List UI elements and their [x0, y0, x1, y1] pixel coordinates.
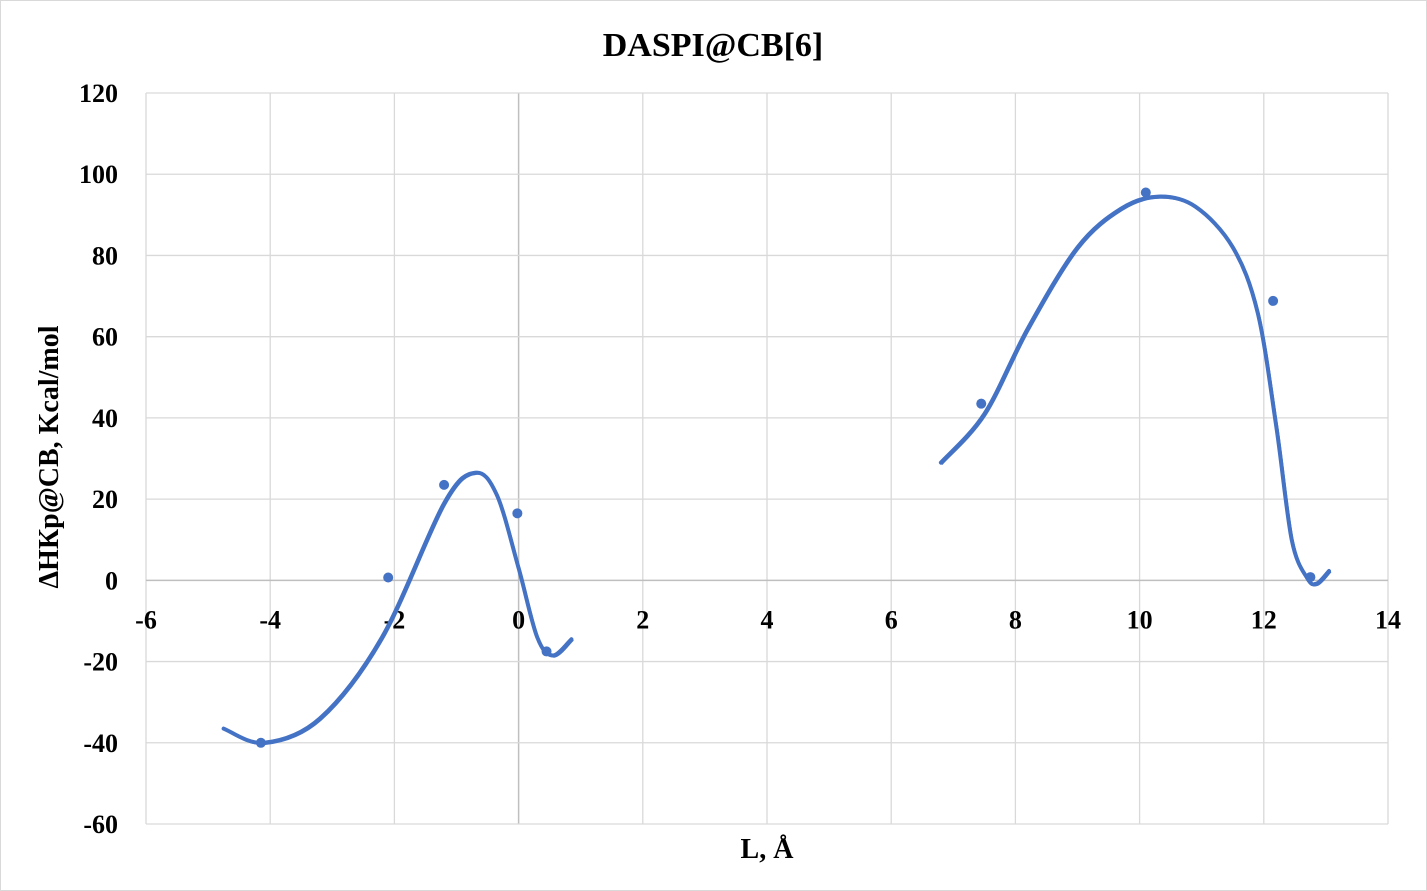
data-point	[976, 398, 987, 409]
data-point	[1268, 295, 1279, 306]
data-point	[255, 737, 266, 748]
data-point	[1305, 572, 1316, 583]
x-tick-label: -4	[259, 605, 281, 634]
y-tick-label: 60	[92, 323, 118, 352]
data-point	[383, 572, 394, 583]
x-tick-label: 12	[1251, 605, 1277, 634]
data-point	[512, 508, 523, 519]
gridlines	[145, 92, 1389, 825]
x-axis-label: L, Å	[741, 834, 795, 865]
x-tick-label: -6	[135, 605, 157, 634]
data-point	[1140, 187, 1151, 198]
data-points	[255, 187, 1316, 748]
trendline-2-shadow	[941, 196, 1332, 587]
y-axis-label: ΔHКр@CB, Kcal/mol	[34, 325, 65, 588]
y-tick-label: -40	[83, 729, 118, 758]
y-tick-label: -20	[83, 648, 118, 677]
x-tick-label: 10	[1127, 605, 1153, 634]
data-point	[439, 479, 450, 490]
y-tick-label: -60	[83, 810, 118, 839]
x-tick-label: 4	[761, 605, 774, 634]
y-tick-label: 100	[79, 160, 118, 189]
x-tick-label: 0	[512, 605, 525, 634]
y-tick-label: 80	[92, 241, 118, 270]
chart-title: DASPI@CB[6]	[603, 27, 824, 64]
tick-labels: -6 -4 -2 0 2 4 6 8 10 12 14-60-40-2002040608010012…	[79, 79, 1401, 839]
x-tick-label: 14	[1375, 605, 1401, 634]
x-tick-label: 8	[1009, 605, 1022, 634]
y-tick-label: 0	[105, 566, 118, 595]
x-tick-label: 6	[885, 605, 898, 634]
trendlines	[221, 194, 1332, 746]
y-tick-label: 120	[79, 79, 118, 108]
trendline-1-shadow	[223, 472, 574, 746]
x-tick-label: 2	[636, 605, 649, 634]
y-tick-label: 40	[92, 404, 118, 433]
data-point	[541, 646, 552, 657]
y-tick-label: 20	[92, 485, 118, 514]
